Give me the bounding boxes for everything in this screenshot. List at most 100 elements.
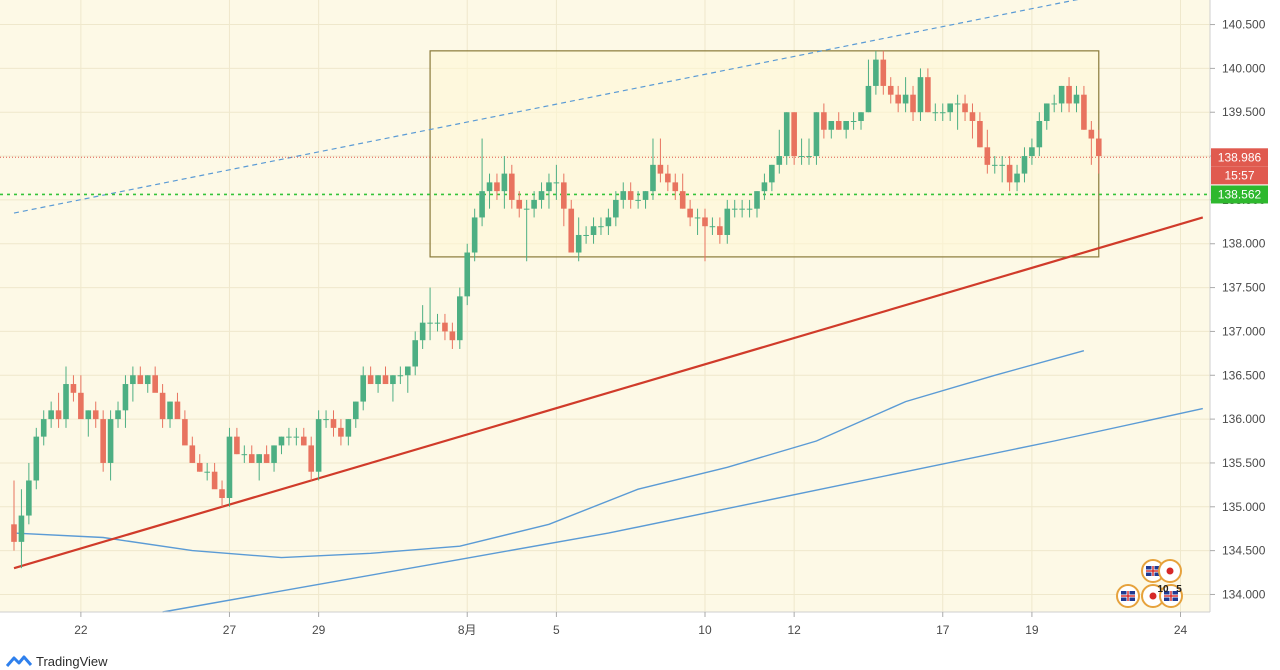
candle-body <box>568 208 575 253</box>
candle <box>457 287 463 349</box>
candle <box>196 454 203 472</box>
candle-body <box>382 375 389 385</box>
candle <box>553 164 560 200</box>
candle-body <box>813 112 820 157</box>
candle <box>1073 85 1080 113</box>
tradingview-brand[interactable]: TradingView <box>6 652 108 670</box>
candle <box>1095 129 1102 174</box>
time-tick-label: 12 <box>787 623 801 637</box>
candle-body <box>419 322 426 341</box>
candle <box>813 112 820 165</box>
time-tick-label: 10 <box>698 623 712 637</box>
candle-body <box>1006 164 1013 183</box>
event-marker-jp[interactable] <box>1141 584 1165 608</box>
candle-body <box>92 410 99 420</box>
candle <box>620 182 627 209</box>
candle-body <box>575 234 582 253</box>
candle <box>115 401 121 428</box>
candle <box>211 462 218 490</box>
candle-body <box>1051 103 1057 105</box>
candle-body <box>687 208 693 218</box>
candle-body <box>999 164 1005 166</box>
price-chart[interactable]: 105 140.500140.000139.500139.000138.5001… <box>0 0 1280 652</box>
candle-body <box>278 436 285 446</box>
candle <box>159 384 166 428</box>
candle-body <box>159 392 166 420</box>
candle <box>613 191 619 227</box>
candle <box>234 427 240 455</box>
candle <box>1088 120 1095 165</box>
candle-body <box>739 208 745 210</box>
event-marker-jp[interactable] <box>1158 559 1182 583</box>
candle <box>917 68 924 121</box>
candle-body <box>887 85 894 95</box>
candle-body <box>40 419 47 437</box>
candle-body <box>256 454 262 463</box>
candle <box>717 217 723 244</box>
candle <box>33 427 40 490</box>
candle <box>776 129 783 174</box>
candle-body <box>709 226 716 228</box>
candle <box>130 366 136 402</box>
candle-body <box>375 375 381 385</box>
candle <box>315 410 322 481</box>
candle <box>1021 147 1028 183</box>
candle <box>761 173 768 200</box>
brand-label: TradingView <box>36 653 108 669</box>
event-marker-uk[interactable] <box>1141 559 1165 583</box>
candle-body <box>360 375 367 402</box>
candle-body <box>954 103 961 105</box>
tradingview-logo-icon <box>6 655 32 667</box>
time-axis[interactable]: 22 27 29 8月 5 10 12 17 19 24 <box>74 612 1188 637</box>
candle-body <box>702 217 708 227</box>
candle <box>1081 85 1087 130</box>
price-axis[interactable]: 140.500140.000139.500139.000138.500138.0… <box>1210 18 1266 602</box>
price-tick-label: 139.500 <box>1222 105 1266 119</box>
price-tick-label: 135.500 <box>1222 456 1266 470</box>
candle <box>434 313 441 332</box>
candle-body <box>1021 156 1028 174</box>
candle <box>694 208 701 235</box>
candle-body <box>300 436 307 446</box>
candle <box>85 410 92 437</box>
candle <box>167 401 173 428</box>
candle <box>78 375 84 420</box>
trendlines <box>13 0 1204 570</box>
candles <box>11 50 1102 569</box>
candle-body <box>605 217 612 227</box>
candle-body <box>167 401 173 420</box>
candle-body <box>479 191 485 218</box>
candle <box>419 305 426 349</box>
candle <box>902 77 909 113</box>
candle <box>189 436 196 463</box>
candle-body <box>241 454 248 456</box>
candle-body <box>204 471 210 473</box>
candle <box>367 366 374 385</box>
candle <box>806 138 812 165</box>
candle-body <box>323 419 329 421</box>
candle-body <box>412 340 419 367</box>
candle <box>464 243 471 306</box>
candle <box>204 462 210 481</box>
candle <box>977 112 983 148</box>
candle-body <box>494 182 500 192</box>
event-marker-uk[interactable] <box>1159 584 1183 608</box>
candle-body <box>137 375 144 385</box>
candle-body <box>583 234 589 236</box>
support-trendline <box>13 216 1204 570</box>
event-count-label: 5 <box>1176 584 1182 595</box>
candle-body <box>464 252 471 297</box>
candle <box>739 199 745 218</box>
candle-body <box>442 322 448 332</box>
candle-body <box>776 156 783 165</box>
candle <box>910 85 916 121</box>
event-marker-uk[interactable] <box>1116 584 1140 608</box>
candle <box>26 462 32 525</box>
candle <box>1058 85 1065 113</box>
candle-body <box>627 191 634 200</box>
candle-body <box>969 112 976 121</box>
candle-body <box>783 112 790 157</box>
candle <box>382 366 389 385</box>
event-markers[interactable]: 10 5 <box>1116 559 1183 608</box>
candle <box>531 191 537 218</box>
